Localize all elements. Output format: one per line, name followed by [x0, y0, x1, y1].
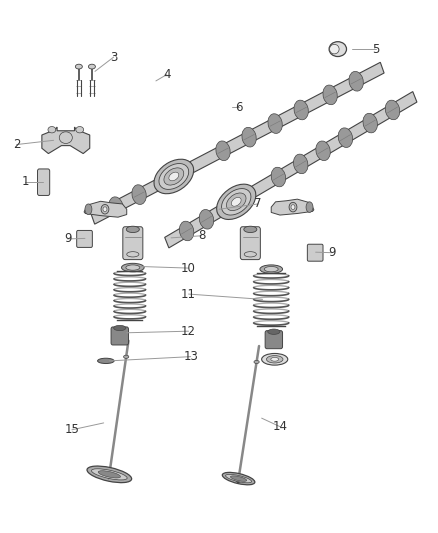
Ellipse shape — [169, 172, 179, 181]
Ellipse shape — [268, 114, 283, 133]
Ellipse shape — [385, 100, 400, 120]
Ellipse shape — [264, 266, 278, 272]
Text: 6: 6 — [235, 101, 242, 114]
Ellipse shape — [59, 132, 72, 143]
Ellipse shape — [244, 226, 257, 232]
Ellipse shape — [216, 141, 230, 160]
Ellipse shape — [289, 203, 297, 212]
Ellipse shape — [101, 205, 109, 214]
Ellipse shape — [363, 114, 378, 133]
Ellipse shape — [103, 207, 107, 212]
Text: 3: 3 — [110, 51, 117, 63]
Text: 7: 7 — [254, 197, 262, 211]
Ellipse shape — [223, 472, 255, 485]
Ellipse shape — [199, 209, 214, 229]
Ellipse shape — [316, 141, 330, 160]
Ellipse shape — [271, 167, 286, 187]
Ellipse shape — [294, 100, 308, 120]
FancyBboxPatch shape — [111, 327, 128, 345]
Ellipse shape — [114, 325, 126, 330]
Ellipse shape — [87, 466, 132, 482]
Text: 4: 4 — [163, 68, 170, 81]
Ellipse shape — [244, 252, 256, 257]
Ellipse shape — [126, 226, 139, 232]
Polygon shape — [165, 92, 417, 248]
Ellipse shape — [291, 205, 295, 209]
Text: 14: 14 — [272, 420, 287, 433]
Ellipse shape — [226, 193, 246, 211]
Ellipse shape — [132, 185, 146, 205]
Ellipse shape — [48, 126, 56, 133]
Text: 5: 5 — [372, 43, 379, 55]
Ellipse shape — [329, 44, 339, 54]
Text: 12: 12 — [181, 325, 196, 338]
Ellipse shape — [92, 469, 127, 480]
Text: 11: 11 — [181, 288, 196, 301]
Ellipse shape — [268, 329, 280, 334]
Ellipse shape — [217, 184, 256, 220]
Ellipse shape — [98, 358, 114, 364]
Ellipse shape — [126, 265, 140, 270]
Ellipse shape — [254, 360, 259, 364]
Ellipse shape — [159, 164, 189, 189]
Ellipse shape — [349, 71, 364, 91]
Ellipse shape — [329, 42, 346, 56]
Ellipse shape — [76, 126, 84, 133]
Text: 8: 8 — [198, 229, 205, 242]
Ellipse shape — [293, 154, 308, 174]
Text: 9: 9 — [328, 246, 336, 259]
Ellipse shape — [338, 128, 353, 148]
FancyBboxPatch shape — [77, 230, 92, 247]
FancyBboxPatch shape — [38, 169, 49, 196]
Ellipse shape — [88, 64, 95, 69]
Polygon shape — [84, 201, 127, 217]
FancyBboxPatch shape — [240, 227, 260, 260]
Polygon shape — [91, 62, 384, 224]
Ellipse shape — [164, 168, 184, 185]
Text: 13: 13 — [183, 350, 198, 363]
Ellipse shape — [242, 127, 256, 147]
Ellipse shape — [180, 221, 194, 241]
FancyBboxPatch shape — [265, 330, 283, 349]
Ellipse shape — [121, 263, 144, 272]
Ellipse shape — [261, 353, 288, 365]
Ellipse shape — [127, 252, 139, 257]
Text: 9: 9 — [64, 232, 71, 245]
Ellipse shape — [230, 476, 247, 481]
Ellipse shape — [154, 159, 194, 193]
Ellipse shape — [85, 204, 92, 215]
Ellipse shape — [306, 202, 313, 213]
Ellipse shape — [222, 189, 251, 215]
Text: 1: 1 — [21, 175, 29, 188]
Ellipse shape — [226, 474, 251, 483]
Ellipse shape — [98, 471, 120, 478]
Ellipse shape — [231, 197, 241, 206]
FancyBboxPatch shape — [307, 244, 323, 261]
Polygon shape — [42, 127, 90, 154]
Text: 10: 10 — [181, 262, 196, 274]
Ellipse shape — [266, 356, 283, 363]
Polygon shape — [271, 199, 314, 215]
Ellipse shape — [109, 197, 123, 216]
Ellipse shape — [75, 64, 82, 69]
Ellipse shape — [124, 355, 129, 358]
Text: 2: 2 — [13, 138, 21, 151]
Ellipse shape — [323, 85, 337, 104]
Text: 15: 15 — [64, 423, 79, 437]
Ellipse shape — [271, 358, 279, 361]
FancyBboxPatch shape — [123, 227, 143, 260]
Ellipse shape — [260, 265, 283, 273]
